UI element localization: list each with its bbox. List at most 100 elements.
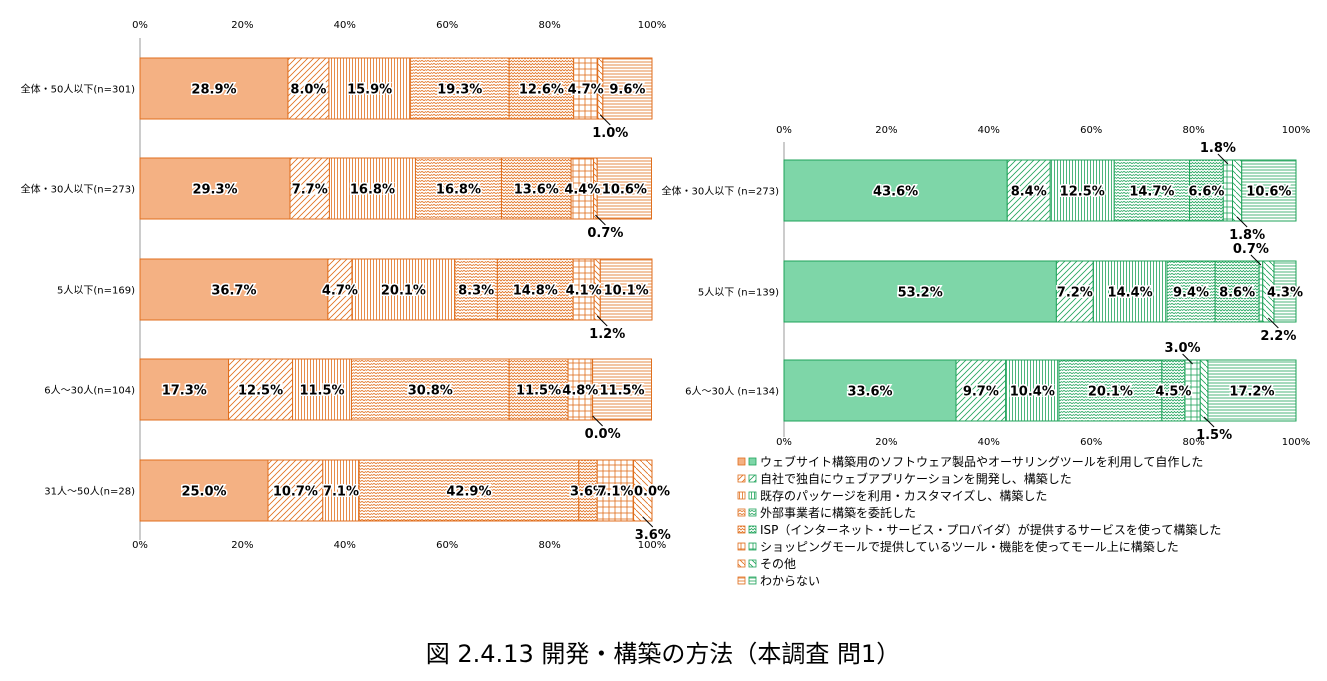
x-tick-label-bottom: 60% [436,540,458,551]
bar-segment [350,358,510,421]
bar-segment [228,358,294,421]
data-label: 1.8% [1200,141,1236,156]
bar-segment [139,57,289,120]
x-tick-label: 80% [1182,125,1204,136]
x-tick-label-bottom: 0% [776,437,792,448]
bar-segment [1207,359,1297,422]
x-tick-label: 40% [978,125,1000,136]
category-label: 全体・50人以下(n=301) [21,83,135,96]
data-label: 29.3% [192,183,237,198]
x-tick-label: 0% [132,20,148,31]
data-label: 25.0% [181,485,226,500]
data-label: 1.8% [1229,228,1265,243]
legend-entry: ウェブサイト構築用のソフトウェア製品やオーサリングツールを利用して自作した [760,454,1203,469]
x-tick-label: 80% [538,20,560,31]
x-tick-label-bottom: 40% [334,540,356,551]
category-label: 5人以下(n=169) [57,285,135,297]
figure-caption: 図 2.4.13 開発・構築の方法（本調査 問1） [426,640,901,668]
data-label: 12.5% [1060,185,1105,200]
category-label: 5人以下 (n=139) [698,287,779,299]
legend-swatch-right [748,542,757,551]
data-label: 0.0% [585,427,621,442]
callout-leader [1203,416,1215,428]
bar-segment [1214,260,1260,323]
left-stacked-bar-chart: 0% 0% 20% 20% 40% 40% 60% 60% 80% 80% 100% 100% 全体・5… [21,20,672,551]
legend: ウェブサイト構築用のソフトウェア製品やオーサリングツールを利用して自作した自社で… [737,454,1221,588]
bar-segment [1005,359,1060,422]
data-label: 7.1% [323,485,359,500]
x-tick-label: 60% [1080,125,1102,136]
data-label: 4.1% [566,284,602,299]
x-tick-label-bottom: 80% [1182,437,1204,448]
x-tick-label: 20% [875,125,897,136]
legend-swatch-right [748,525,757,534]
data-label: 1.0% [592,126,628,141]
category-label: 全体・30人以下(n=273) [21,183,135,196]
data-label: 20.1% [1088,385,1133,400]
data-label: 9.6% [609,83,645,98]
legend-entry: その他 [760,557,796,571]
bar-segment [289,157,330,220]
x-tick-label-bottom: 60% [1080,437,1102,448]
callout-leader [642,516,654,528]
bar-segment [287,57,330,120]
bar-segment [1273,260,1297,323]
data-label: 10.4% [1010,385,1055,400]
callout-leader [1182,353,1193,365]
bar-segment [1166,260,1216,323]
data-label: 6.6% [1188,185,1224,200]
data-label: 16.8% [436,183,481,198]
bar-segment [414,157,502,220]
bar-segment [602,57,653,120]
data-label: 8.3% [458,284,494,299]
data-label: 43.6% [873,185,918,200]
bar-segment [596,459,635,522]
bar-segment [1113,159,1191,222]
data-label: 7.7% [292,183,328,198]
legend-swatch-left [737,559,746,568]
data-label: 33.6% [847,385,892,400]
data-label: 16.8% [350,183,395,198]
legend-swatch-left [737,474,746,483]
data-label: 11.5% [516,384,561,399]
data-label: 17.2% [1229,385,1274,400]
data-label: 1.2% [589,327,625,342]
legend-entry: 既存のパッケージを利用・カスタマイズし、構築した [760,488,1047,503]
bar-segment [596,157,652,220]
legend-entry: 自社で独自にウェブアプリケーションを開発し、構築した [760,471,1072,486]
legend-entry: ISP（インターネット・サービス・プロバイダ）が提供するサービスを使って構築した [760,522,1221,537]
data-label: 10.6% [602,183,647,198]
data-label: 0.7% [1233,242,1269,257]
bar-segment [454,258,498,321]
data-label: 12.6% [519,83,564,98]
data-label: 4.5% [1155,385,1191,400]
x-tick-label: 60% [436,20,458,31]
data-label: 0.7% [587,226,623,241]
data-label: 1.5% [1196,428,1232,443]
bar-segment [1258,260,1264,323]
legend-swatch-left [737,576,746,585]
data-label: 10.7% [273,485,318,500]
x-tick-label: 100% [638,20,667,31]
bar-segment [955,359,1007,422]
callout-leader [1250,254,1262,266]
data-label: 9.7% [963,385,999,400]
bar-segment [1055,260,1094,323]
category-label: 6人～30人(n=104) [44,385,135,397]
bar-segment [633,459,653,522]
data-label: 4.7% [568,83,604,98]
x-tick-label: 20% [231,20,253,31]
bar-segment [1241,159,1297,222]
bar-segment [783,260,1057,323]
callout-leader [595,214,606,226]
data-label: 0.0% [634,485,670,500]
legend-swatch-right [748,491,757,500]
data-label: 36.7% [211,284,256,299]
bar-segment [409,57,510,120]
legend-entry: ショッピングモールで提供しているツール・機能を使ってモール上に構築した [760,539,1179,554]
x-tick-label-bottom: 40% [978,437,1000,448]
x-tick-label-bottom: 100% [638,540,667,551]
data-label: 11.5% [599,384,644,399]
data-label: 3.6% [570,485,606,500]
